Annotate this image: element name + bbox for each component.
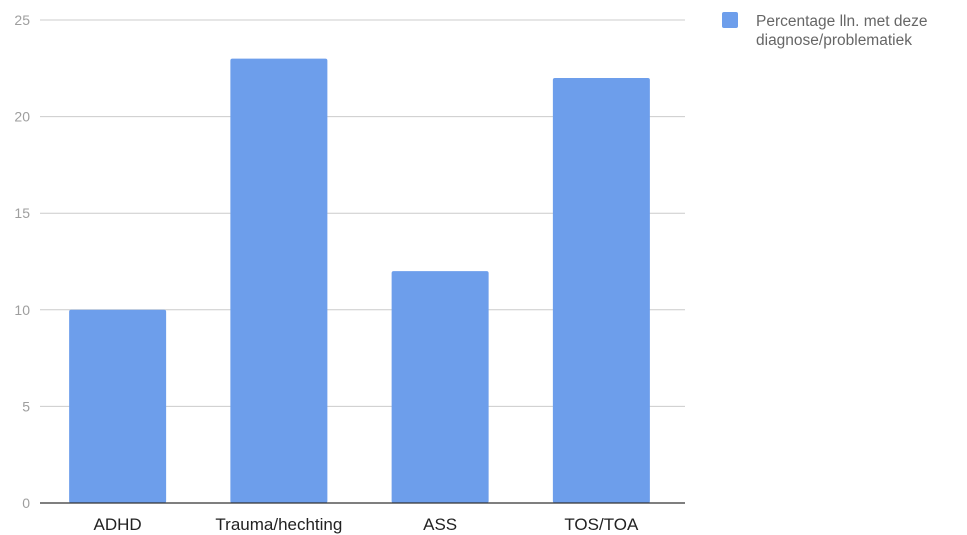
bar-trauma-hechting — [230, 58, 328, 503]
legend-label-line-1: Percentage lln. met deze — [756, 13, 927, 30]
y-tick-label: 25 — [14, 12, 30, 28]
y-tick-label: 5 — [22, 398, 30, 414]
x-category-label: Trauma/hechting — [215, 515, 342, 534]
legend: Percentage lln. met deze diagnose/proble… — [722, 12, 927, 49]
y-tick-label: 0 — [22, 495, 30, 511]
x-axis-category-labels: ADHD Trauma/hechting ASS TOS/TOA — [94, 515, 639, 534]
x-category-label: TOS/TOA — [564, 515, 639, 534]
x-category-label: ADHD — [94, 515, 142, 534]
y-axis-tick-labels: 0 5 10 15 20 25 — [14, 12, 30, 511]
bar-tos-toa — [552, 77, 650, 504]
bar-adhd — [69, 309, 167, 503]
legend-label-line-2: diagnose/problematiek — [756, 32, 912, 49]
bar-ass — [391, 271, 489, 503]
bars — [69, 58, 650, 504]
legend-swatch — [722, 12, 738, 28]
y-tick-label: 15 — [14, 205, 30, 221]
y-tick-label: 10 — [14, 302, 30, 318]
y-tick-label: 20 — [14, 109, 30, 125]
x-category-label: ASS — [423, 515, 457, 534]
